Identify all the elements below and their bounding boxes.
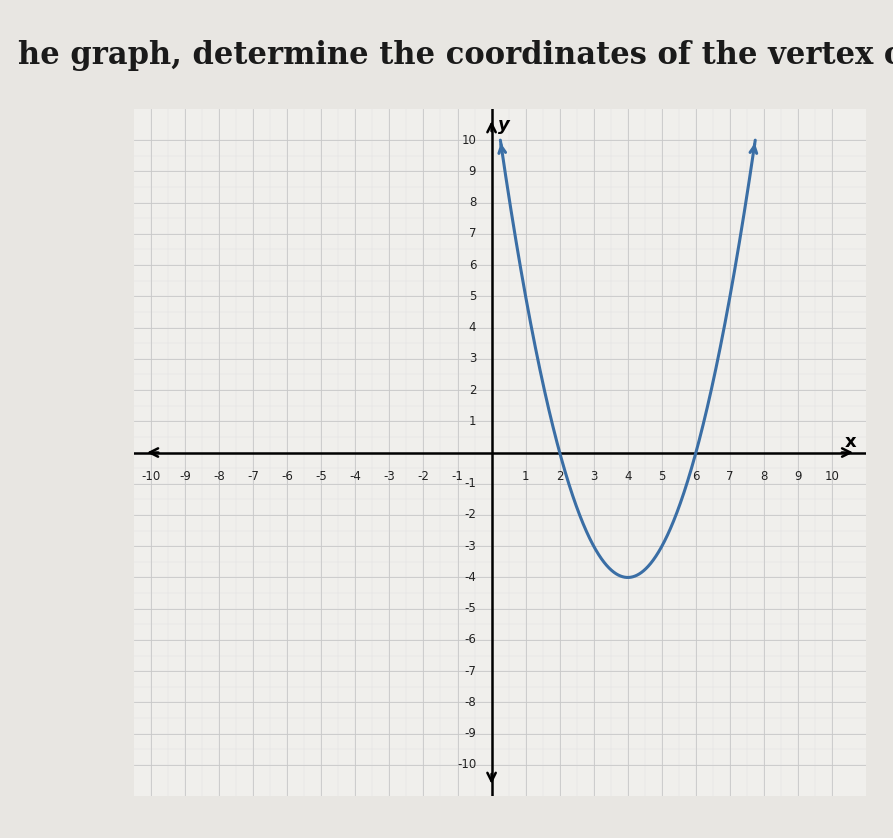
- Text: -8: -8: [464, 696, 476, 709]
- Text: 2: 2: [556, 469, 563, 483]
- Text: 5: 5: [469, 290, 476, 303]
- Text: 3: 3: [590, 469, 597, 483]
- Text: -10: -10: [141, 469, 161, 483]
- Text: -5: -5: [315, 469, 327, 483]
- Text: -4: -4: [464, 571, 476, 584]
- Text: 9: 9: [795, 469, 802, 483]
- Text: 2: 2: [469, 384, 476, 396]
- Text: 1: 1: [469, 415, 476, 427]
- Text: 10: 10: [462, 134, 476, 147]
- Text: 6: 6: [469, 259, 476, 272]
- Text: -2: -2: [418, 469, 430, 483]
- Text: -8: -8: [213, 469, 225, 483]
- Text: 5: 5: [658, 469, 665, 483]
- Text: 7: 7: [726, 469, 734, 483]
- Text: x: x: [845, 432, 856, 451]
- Text: 8: 8: [469, 196, 476, 210]
- Text: -7: -7: [464, 665, 476, 678]
- Text: -9: -9: [179, 469, 191, 483]
- Text: 1: 1: [522, 469, 530, 483]
- Text: 10: 10: [825, 469, 839, 483]
- Text: -3: -3: [464, 540, 476, 553]
- Text: 6: 6: [692, 469, 700, 483]
- Text: -6: -6: [281, 469, 293, 483]
- Text: -6: -6: [464, 634, 476, 646]
- Text: 9: 9: [469, 165, 476, 178]
- Text: he graph, determine the coordinates of the vertex of the para: he graph, determine the coordinates of t…: [18, 40, 893, 70]
- Text: 4: 4: [624, 469, 631, 483]
- Text: -4: -4: [349, 469, 362, 483]
- Text: 3: 3: [469, 352, 476, 365]
- Text: -2: -2: [464, 509, 476, 521]
- Text: -5: -5: [464, 603, 476, 615]
- Text: 4: 4: [469, 321, 476, 334]
- Text: 7: 7: [469, 227, 476, 241]
- Text: 8: 8: [760, 469, 768, 483]
- Text: y: y: [497, 116, 509, 133]
- Text: -3: -3: [383, 469, 396, 483]
- Text: -10: -10: [457, 758, 476, 771]
- Text: -1: -1: [452, 469, 463, 483]
- Text: -7: -7: [247, 469, 259, 483]
- Text: -9: -9: [464, 727, 476, 740]
- Text: -1: -1: [464, 478, 476, 490]
